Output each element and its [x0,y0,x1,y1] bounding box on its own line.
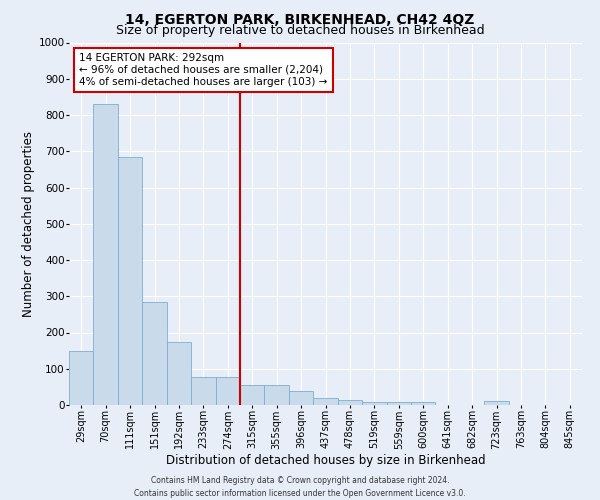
Bar [215,376,240,405]
Bar [118,156,142,405]
Text: Size of property relative to detached houses in Birkenhead: Size of property relative to detached ho… [116,24,484,37]
Bar [289,390,313,405]
Bar [338,400,362,405]
Bar [94,104,118,405]
Bar [386,402,411,405]
Bar [167,342,191,405]
Bar [69,350,94,405]
Bar [142,302,167,405]
Bar [265,385,289,405]
Text: 14, EGERTON PARK, BIRKENHEAD, CH42 4QZ: 14, EGERTON PARK, BIRKENHEAD, CH42 4QZ [125,12,475,26]
Text: 14 EGERTON PARK: 292sqm
← 96% of detached houses are smaller (2,204)
4% of semi-: 14 EGERTON PARK: 292sqm ← 96% of detache… [79,54,328,86]
Text: Contains HM Land Registry data © Crown copyright and database right 2024.
Contai: Contains HM Land Registry data © Crown c… [134,476,466,498]
Bar [484,402,509,405]
Bar [313,398,338,405]
Bar [362,402,386,405]
Y-axis label: Number of detached properties: Number of detached properties [22,130,35,317]
Bar [411,402,436,405]
Bar [240,385,265,405]
X-axis label: Distribution of detached houses by size in Birkenhead: Distribution of detached houses by size … [166,454,485,467]
Bar [191,376,215,405]
